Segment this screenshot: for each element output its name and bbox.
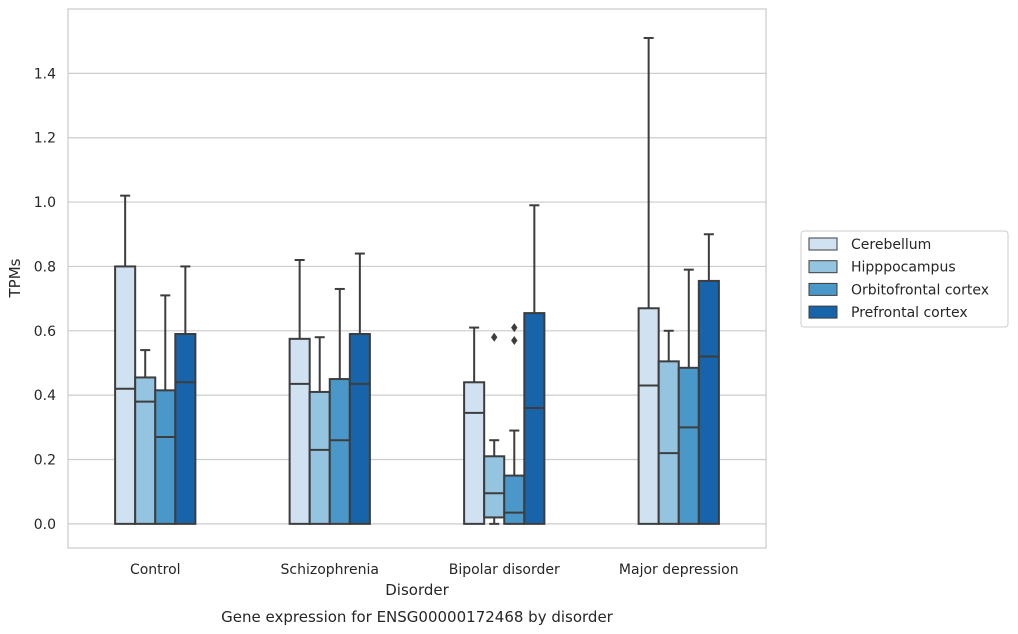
y-tick-label: 1.4 (34, 66, 56, 82)
legend-swatch (808, 237, 838, 251)
box (308, 390, 331, 525)
x-tick-label: Control (130, 562, 181, 578)
y-tick-label: 0.4 (34, 388, 56, 404)
box (348, 333, 371, 525)
x-axis-label: Disorder (385, 581, 449, 599)
box (288, 337, 311, 525)
plot-frame (67, 8, 767, 549)
legend-swatch (808, 282, 838, 296)
legend-label: Cerebellum (851, 237, 931, 253)
box-orbitofrontal-cortex (154, 294, 177, 525)
box (637, 307, 660, 525)
box-cerebellum (463, 326, 486, 525)
box (657, 360, 680, 525)
box (503, 474, 526, 525)
box-hipppocampus (134, 349, 157, 525)
legend-swatch (808, 260, 838, 274)
y-tick-label: 1.2 (34, 131, 56, 147)
x-tick-labels: Control Schizophrenia Bipolar disorder Majo… (130, 562, 739, 578)
box (677, 366, 700, 525)
x-tick-label: Bipolar disorder (449, 562, 560, 578)
x-tick-label: Schizophrenia (281, 562, 379, 578)
y-tick-label: 0.6 (34, 324, 56, 340)
box-prefrontal-cortex (174, 265, 197, 525)
y-tick-label: 0.8 (34, 259, 56, 275)
box (174, 333, 197, 525)
y-tick-label: 0.0 (34, 517, 56, 533)
legend-label: Orbitofrontal cortex (851, 282, 989, 298)
box (114, 265, 137, 525)
legend-label: Prefrontal cortex (851, 305, 968, 321)
y-tick-label: 0.2 (34, 453, 56, 469)
chart-caption: Gene expression for ENSG00000172468 by d… (221, 608, 614, 626)
box (463, 381, 486, 525)
box-cerebellum (637, 36, 660, 525)
box (523, 312, 546, 525)
box-prefrontal-cortex (348, 252, 371, 525)
box-groups (114, 36, 720, 525)
box-prefrontal-cortex (523, 204, 546, 525)
box (328, 378, 351, 525)
outlier-point (491, 332, 498, 342)
box (697, 279, 720, 525)
outlier-point (511, 335, 518, 345)
legend-label: Hipppocampus (851, 260, 956, 276)
legend: Cerebellum Hipppocampus Orbitofrontal cort… (800, 230, 1009, 328)
y-axis-label: TPMs (6, 258, 24, 298)
y-tick-label: 1.0 (34, 195, 56, 211)
box (154, 389, 177, 525)
box-prefrontal-cortex (697, 233, 720, 525)
box (134, 376, 157, 525)
box-cerebellum (114, 194, 137, 525)
outlier-point (511, 323, 518, 333)
x-tick-label: Major depression (619, 562, 739, 578)
box (483, 455, 506, 519)
y-tick-labels: 0.0 0.2 0.4 0.6 0.8 1.0 1.2 1.4 (34, 66, 56, 533)
legend-swatch (808, 305, 838, 319)
legend-frame (800, 230, 1009, 328)
